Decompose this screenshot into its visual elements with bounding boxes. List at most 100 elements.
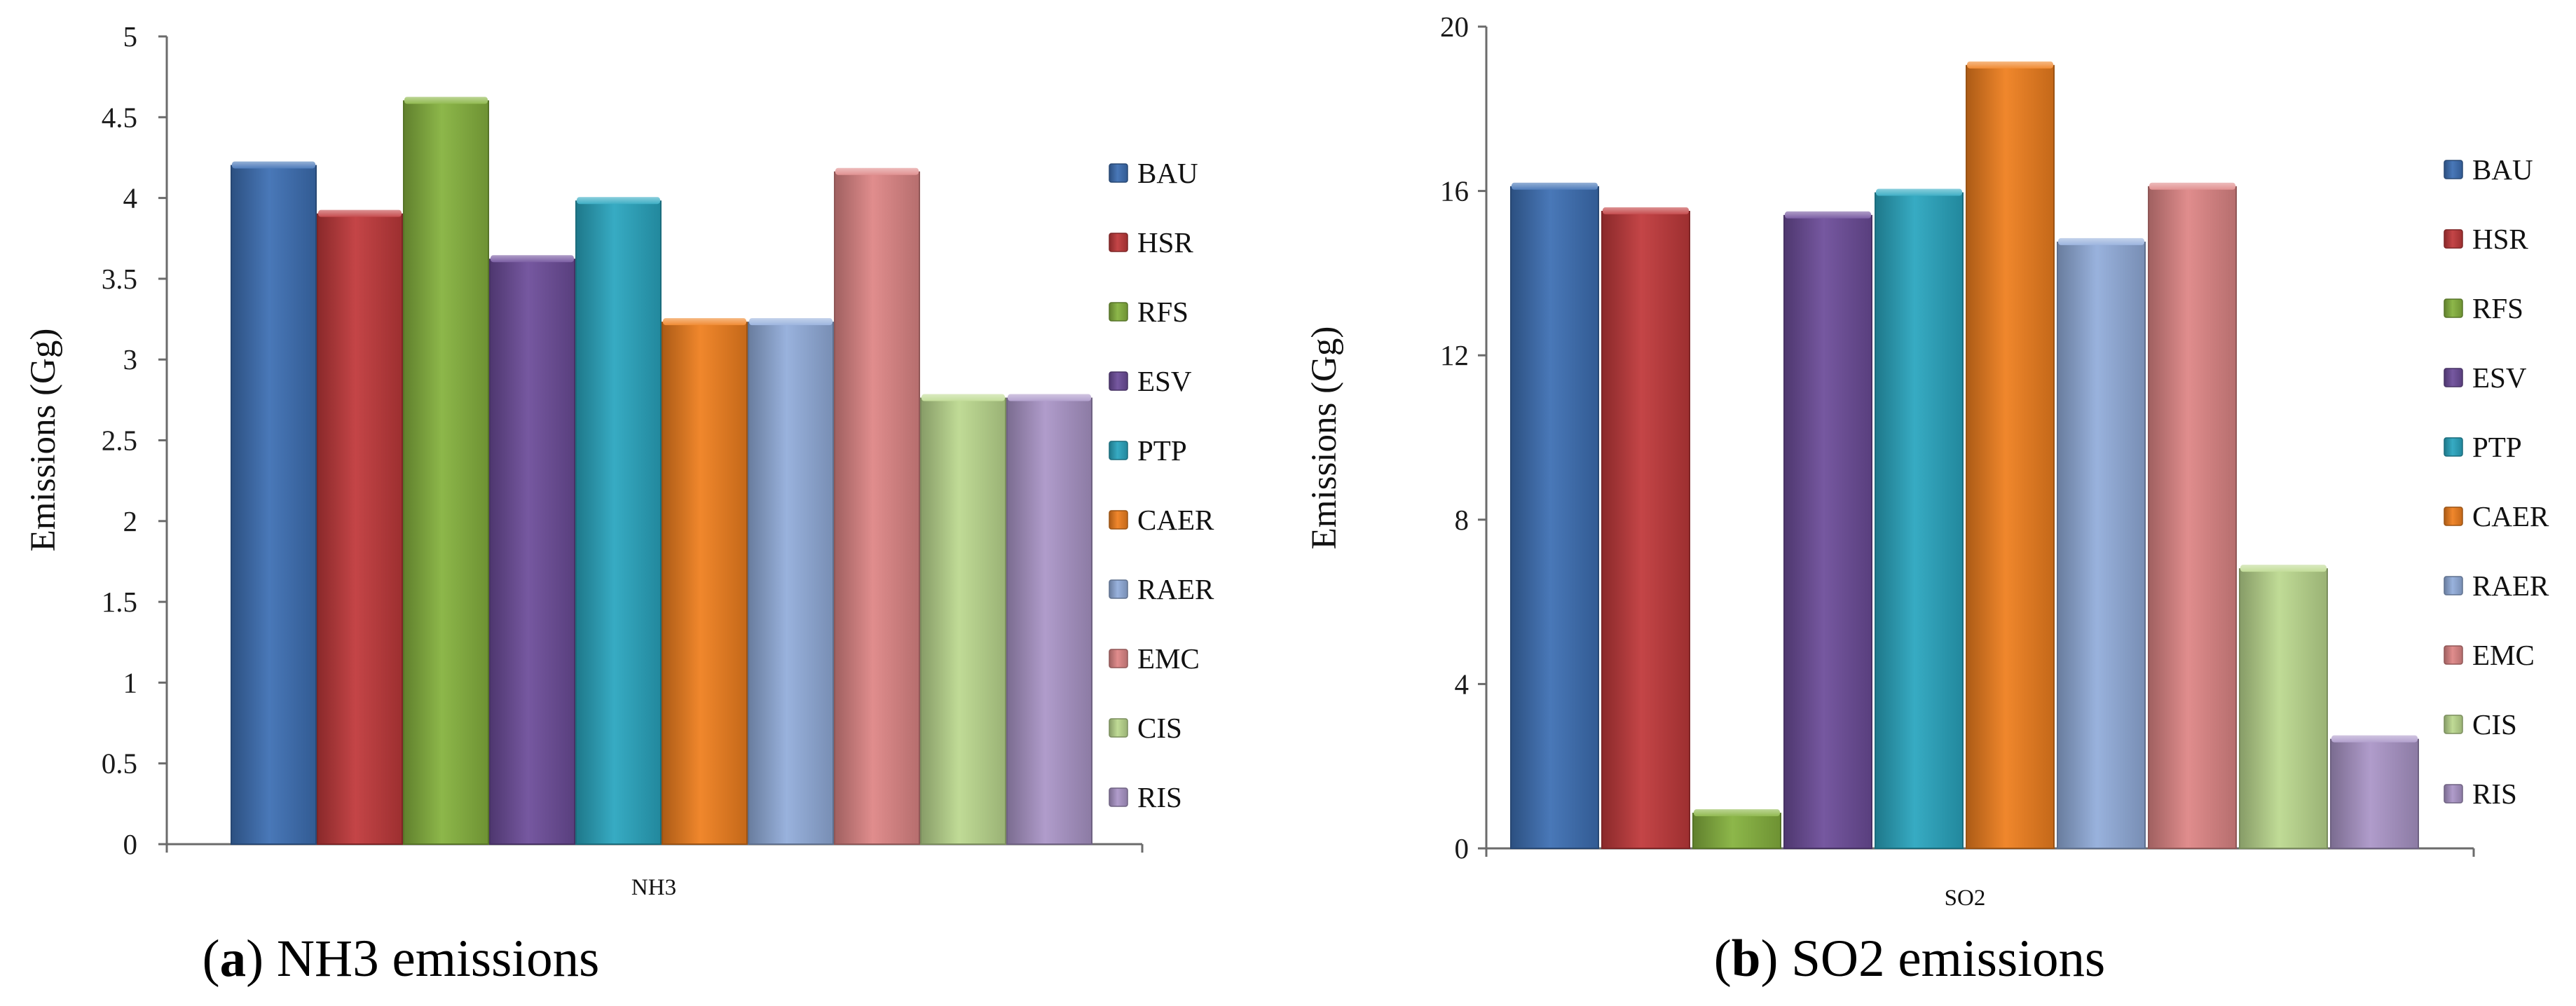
legend-label: RAER [2472,570,2549,602]
legend-item-esv: ESV [2444,361,2527,394]
bar-cap [749,318,833,326]
y-tick-label: 8 [1455,504,1469,536]
bar-hsr [317,209,403,846]
legend-item-hsr: HSR [1109,226,1193,259]
bar-body [1006,397,1092,845]
bar-body [2330,738,2419,850]
chart-panel-nh3: 0 0.5 1 1.5 2 2.5 3 3.5 4 4.5 5 Emissions (Gg) NH3 BA… [24,20,1214,988]
bar-body [2239,568,2328,849]
legend-swatch [1109,579,1128,599]
x-category-label: SO2 [1945,886,1986,911]
bar-cap [1694,809,1780,817]
bar-cap [663,318,746,326]
bar-body [748,322,834,845]
y-tick-label: 0.5 [102,747,137,780]
legend-item-emc: EMC [1109,642,1200,675]
legend-label: CAER [2472,500,2549,532]
bar-ris [1006,394,1092,845]
bar-cap [1785,211,1871,219]
legend-item-cis: CIS [1109,712,1182,744]
y-tick-label: 3.5 [102,263,137,295]
bar-body [2148,186,2237,849]
y-tick-label: 0 [123,828,138,860]
bar-esv [1783,211,1872,850]
bar-bau [1510,182,1599,849]
bar-cap [1876,188,1962,196]
bar-rfs [1692,809,1781,849]
bar-body [834,171,920,846]
legend-label: CAER [1137,504,1214,536]
bar-ris [2330,735,2419,850]
bar-cap [2058,237,2144,245]
legend-label: RIS [2472,778,2517,810]
y-tick-label: 12 [1440,339,1469,371]
bar-bau [231,161,317,846]
legend-item-ris: RIS [1109,781,1182,813]
legend-item-ptp: PTP [2444,431,2522,463]
legend-label: EMC [2472,639,2535,671]
bar-caer [1966,61,2055,849]
legend-label: RFS [1137,296,1188,328]
x-category-label: NH3 [631,875,676,900]
bar-cap [232,161,315,169]
legend-item-raer: RAER [2444,570,2549,602]
bar-cap [1603,207,1689,214]
panel-caption: (b) SO2 emissions [1714,930,2105,988]
bar-cap [577,197,660,205]
y-tick-label: 4.5 [102,101,137,133]
legend-swatch [2444,784,2463,804]
bar-body [662,322,748,845]
legend-item-emc: EMC [2444,639,2535,671]
y-axis-title: Emissions (Gg) [24,329,63,552]
bar-cap [2240,565,2327,572]
bar-cap [2149,182,2235,190]
bar-cis [2239,565,2328,849]
bar-body [489,259,575,845]
bar-ptp [1875,188,1964,850]
legend-swatch [1109,510,1128,530]
chart-panel-so2: 0 4 8 12 16 20 Emissions (Gg) SO2 BAU HSR RFS ESV PT… [1305,11,2549,988]
legend-label: RIS [1137,781,1182,813]
caption-open-paren: ( [203,930,220,988]
legend-label: PTP [1137,434,1187,467]
bar-body [1510,186,1599,849]
bar-caer [662,318,748,845]
bar-body [231,165,317,846]
legend-label: HSR [1137,226,1193,259]
caption-panel-letter: a [220,930,247,988]
bar-hsr [1601,207,1690,849]
legend-swatch [1109,371,1128,391]
legend-label: CIS [1137,712,1182,744]
bar-raer [2057,237,2146,850]
legend-swatch [2444,298,2463,318]
bar-body [1966,64,2055,849]
legend-swatch [1109,787,1128,807]
bar-cis [920,394,1006,845]
legend-item-esv: ESV [1109,365,1192,397]
legend-item-rfs: RFS [1109,296,1188,328]
bar-body [403,100,489,846]
legend-item-bau: BAU [2444,153,2533,186]
bar-cap [404,97,488,104]
bar-cap [1008,394,1091,401]
legend-item-ptp: PTP [1109,434,1187,467]
bar-body [317,213,403,846]
bar-body [1875,192,1964,850]
bar-body [1783,214,1872,850]
bar-raer [748,318,834,845]
bar-rfs [403,97,489,846]
y-tick-label: 0 [1455,832,1469,864]
legend-swatch [1109,441,1128,460]
y-tick-label: 4 [1455,668,1469,700]
legend-item-ris: RIS [2444,778,2517,810]
bar-cap [1512,182,1598,190]
legend-swatch [2444,507,2463,526]
legend-swatch [1109,163,1128,183]
y-tick-label: 2 [123,505,138,537]
bar-emc [2148,182,2237,849]
y-tick-label: 1 [123,666,138,698]
bar-emc [834,167,920,846]
legend-swatch [2444,645,2463,665]
legend-item-bau: BAU [1109,157,1198,189]
y-tick-label: 3 [123,343,138,375]
